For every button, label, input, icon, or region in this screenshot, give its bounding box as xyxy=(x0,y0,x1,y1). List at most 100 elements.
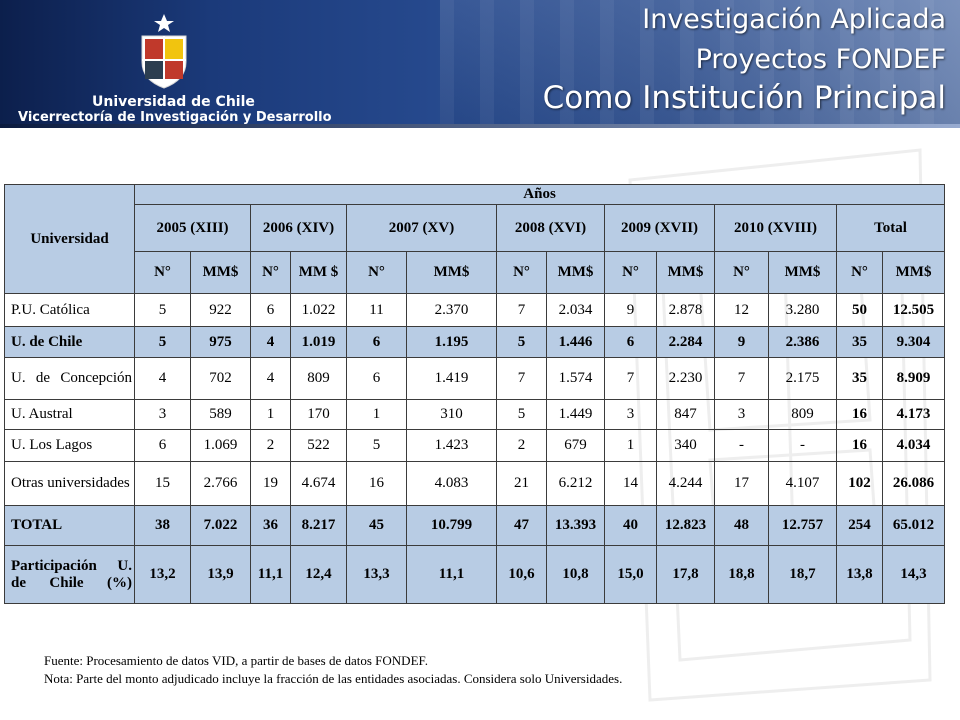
table-cell: 6 xyxy=(250,293,291,327)
table-cell: - xyxy=(714,429,769,462)
table-cell: 1 xyxy=(250,399,291,430)
table-cell: 702 xyxy=(190,357,251,400)
table-cell: 4 xyxy=(250,357,291,400)
table-cell: 2.878 xyxy=(656,293,715,327)
table-cell: 16 xyxy=(836,399,883,430)
table-cell: 13,9 xyxy=(190,545,251,604)
page-title-line-2: Proyectos FONDEF xyxy=(695,44,946,75)
university-column-header: Universidad xyxy=(4,184,135,294)
table-cell: 1.449 xyxy=(546,399,605,430)
table-row: U. de Chile 5 975 4 1.019 6 1.195 5 1.446 6 2.284 9… xyxy=(4,326,946,358)
table-cell: 13,8 xyxy=(836,545,883,604)
table-cell: 12,4 xyxy=(290,545,347,604)
amount-subheader: MM$ xyxy=(190,251,251,294)
table-cell: 26.086 xyxy=(881,461,946,506)
count-subheader: N° xyxy=(714,251,769,294)
building-photo-background xyxy=(440,0,960,128)
table-cell: 2 xyxy=(250,429,291,462)
table-cell: - xyxy=(768,429,837,462)
table-cell: 40 xyxy=(604,505,657,546)
table-cell: 2.284 xyxy=(656,326,715,358)
table-row: P.U. Católica 5 922 6 1.022 11 2.370 7 2.034 9 2.8… xyxy=(4,293,946,327)
table-cell: 2.175 xyxy=(768,357,837,400)
table-row: U. de Concepción 4 702 4 809 6 1.419 7 1.574 7 2.2… xyxy=(4,357,946,400)
table-cell: 18,8 xyxy=(714,545,769,604)
table-cell: 1 xyxy=(346,399,407,430)
table-cell: 7 xyxy=(496,293,547,327)
table-cell: 36 xyxy=(250,505,291,546)
page-title-line-1: Investigación Aplicada xyxy=(642,4,946,35)
row-label: U. Los Lagos xyxy=(4,429,135,462)
period-header: 2007 (XV) xyxy=(346,204,497,252)
table-cell: 35 xyxy=(836,326,883,358)
table-cell: 1.419 xyxy=(406,357,497,400)
table-cell: 5 xyxy=(496,326,547,358)
row-label: U. Austral xyxy=(4,399,135,430)
table-cell: 809 xyxy=(768,399,837,430)
institution-name: Universidad de Chile xyxy=(92,94,255,110)
table-row: U. Los Lagos 6 1.069 2 522 5 1.423 2 679 1 340- -16… xyxy=(4,429,946,462)
table-cell: 9.304 xyxy=(881,326,946,358)
count-subheader: N° xyxy=(134,251,191,294)
table-cell: 1.446 xyxy=(546,326,605,358)
table-cell: 8.909 xyxy=(881,357,946,400)
table-cell: 4.034 xyxy=(881,429,946,462)
table-cell: 254 xyxy=(836,505,883,546)
table-cell: 47 xyxy=(496,505,547,546)
table-cell: 12.823 xyxy=(656,505,715,546)
table-cell: 21 xyxy=(496,461,547,506)
table-cell: 16 xyxy=(346,461,407,506)
table-cell: 5 xyxy=(134,326,191,358)
table-cell: 922 xyxy=(190,293,251,327)
table-cell: 12.757 xyxy=(768,505,837,546)
table-cell: 6 xyxy=(346,326,407,358)
table-cell: 4 xyxy=(134,357,191,400)
period-header: 2008 (XVI) xyxy=(496,204,605,252)
table-cell: 45 xyxy=(346,505,407,546)
table-cell: 13.393 xyxy=(546,505,605,546)
table-body: P.U. Católica 5 922 6 1.022 11 2.370 7 2.034 9 2.8… xyxy=(4,293,946,604)
table-cell: 50 xyxy=(836,293,883,327)
table-cell: 310 xyxy=(406,399,497,430)
amount-subheader: MM$ xyxy=(881,251,946,294)
table-cell: 11,1 xyxy=(250,545,291,604)
table-cell: 1 xyxy=(604,429,657,462)
amount-subheader: MM $ xyxy=(290,251,347,294)
table-cell: 8.217 xyxy=(290,505,347,546)
table-cell: 3 xyxy=(714,399,769,430)
table-cell: 1.069 xyxy=(190,429,251,462)
table-cell: 1.019 xyxy=(290,326,347,358)
table-cell: 5 xyxy=(346,429,407,462)
table-cell: 9 xyxy=(604,293,657,327)
university-crest-icon xyxy=(141,14,187,89)
table-row: U. Austral 3 589 1 170 1 310 5 1.449 3 847 3 809 16 4.… xyxy=(4,399,946,430)
count-subheader: N° xyxy=(496,251,547,294)
table-cell: 340 xyxy=(656,429,715,462)
method-note: Nota: Parte del monto adjudicado incluye… xyxy=(44,671,623,686)
period-header: 2010 (XVIII) xyxy=(714,204,837,252)
table-cell: 17 xyxy=(714,461,769,506)
table-cell: 5 xyxy=(496,399,547,430)
table-cell: 809 xyxy=(290,357,347,400)
years-header: Años xyxy=(133,184,946,205)
header-divider xyxy=(0,124,960,128)
table-cell: 11 xyxy=(346,293,407,327)
table-cell: 38 xyxy=(134,505,191,546)
row-label: U. de Concepción xyxy=(4,357,135,400)
table-cell: 847 xyxy=(656,399,715,430)
amount-subheader: MM$ xyxy=(406,251,497,294)
table-cell: 13,2 xyxy=(134,545,191,604)
table-row: Otras universidades 15 2.766 19 4.674 16 4.083… xyxy=(4,461,946,506)
count-subheader: N° xyxy=(346,251,407,294)
table-cell: 65.012 xyxy=(881,505,946,546)
table-cell: 2 xyxy=(496,429,547,462)
table-cell: 2.766 xyxy=(190,461,251,506)
footnotes: Fuente: Procesamiento de datos VID, a pa… xyxy=(44,652,622,688)
table-cell: 2.370 xyxy=(406,293,497,327)
table-cell: 1.574 xyxy=(546,357,605,400)
count-subheader: N° xyxy=(250,251,291,294)
table-cell: 3 xyxy=(134,399,191,430)
period-header: 2009 (XVII) xyxy=(604,204,715,252)
table-cell: 4 xyxy=(250,326,291,358)
table-cell: 11,1 xyxy=(406,545,497,604)
